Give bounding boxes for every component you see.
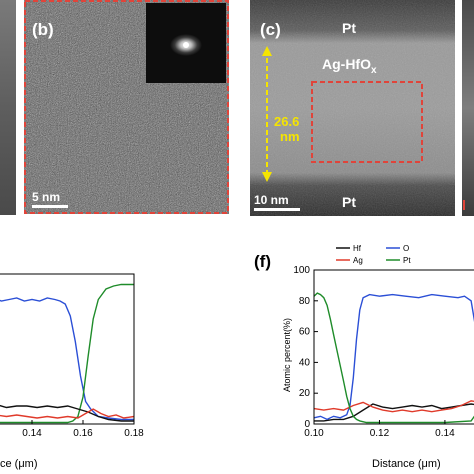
x-tick-label: 0.10 (304, 428, 324, 439)
fft-pattern (170, 34, 202, 56)
x-tick-label: 0.12 (370, 428, 390, 439)
y-tick-label: 40 (299, 357, 311, 368)
thickness-label: 26.6 nm (274, 114, 300, 144)
plot-frame (0, 273, 135, 425)
panel-b-label: (b) (32, 20, 54, 39)
legend-label-hf: Hf (353, 244, 362, 253)
y-tick-label: 80 (299, 296, 311, 307)
chart-f-ylabel: Atomic percent(%) (282, 317, 292, 393)
panel-f-label: (f) (254, 252, 271, 271)
panel-a-edge (0, 0, 16, 215)
x-tick-label: 0.14 (435, 428, 455, 439)
fft-inset (146, 3, 226, 83)
series-line-hf (314, 403, 474, 422)
panel-b-scale-text: 5 nm (32, 190, 61, 204)
x-tick-label: 0.16 (73, 428, 93, 439)
panel-c-cross-section: (c) Pt Ag-HfOx 26.6 nm 10 nm Pt (250, 0, 455, 216)
series-line-ag (313, 400, 474, 413)
film-label: Ag-HfOx (322, 56, 377, 76)
thickness-value: 26.6 (274, 114, 300, 129)
series-line-o (0, 297, 134, 421)
panel-d-edge (462, 0, 474, 216)
film-main-text: Ag-HfO (322, 56, 371, 72)
chart-f-xlabel: Distance (μm) (372, 458, 441, 470)
legend-label-ag: Ag (353, 256, 363, 265)
x-tick-label: 0.18 (124, 428, 144, 439)
thickness-unit: nm (280, 129, 300, 144)
chart-e-xlabel: ce (μm) (0, 458, 38, 470)
y-tick-label: 0 (304, 419, 310, 430)
plot-frame (313, 269, 474, 425)
y-tick-label: 20 (299, 388, 311, 399)
chart-e: 0.14 0.16 0.18 (0, 273, 144, 439)
x-tick-label: 0.14 (22, 428, 42, 439)
series-line-hf (0, 404, 134, 422)
series-line-pt (0, 283, 134, 424)
legend-label-pt: Pt (403, 256, 411, 265)
panel-c-scale-text: 10 nm (254, 193, 289, 207)
y-tick-label: 100 (293, 265, 310, 276)
series-line-o (313, 293, 474, 421)
y-tick-label: 60 (299, 327, 311, 338)
panel-b-hrtem: (b) 5 nm (24, 0, 229, 214)
panel-c-label: (c) (260, 20, 281, 39)
chart-f: 0.10 0.12 0.14 0 20 40 60 80 100 Hf O Ag Pt (293, 244, 474, 439)
film-sub-text: x (371, 64, 377, 76)
series-line-pt (313, 292, 474, 424)
panel-b-scalebar (32, 205, 68, 208)
panel-c-texture (250, 0, 455, 216)
legend-label-o: O (403, 244, 409, 253)
top-pt-label: Pt (342, 20, 356, 36)
series-line-ag (0, 408, 135, 419)
panel-c-scalebar (254, 208, 300, 211)
bottom-pt-label: Pt (342, 194, 356, 210)
